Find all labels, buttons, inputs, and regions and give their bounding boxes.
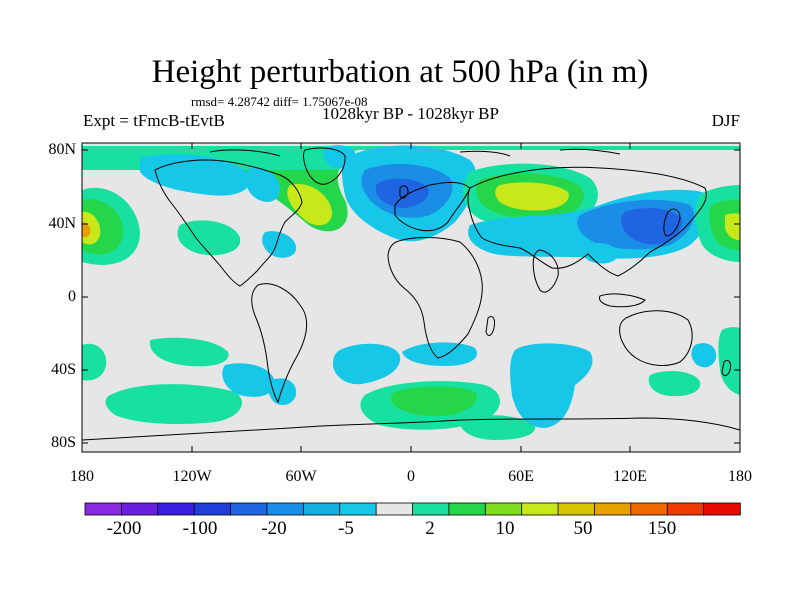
anomaly-north-pacific-east-core: [725, 213, 740, 240]
colorbar-label: -100: [182, 518, 218, 539]
anomaly-south-america-negative: [268, 378, 297, 406]
coastline-europe: [394, 181, 471, 232]
map-title: Height perturbation at 500 hPa (in m): [151, 54, 649, 90]
coastline-japan: [663, 208, 681, 237]
lon-label-180w: 180: [70, 468, 94, 485]
coastline-madagascar: [485, 315, 495, 336]
longitude-ticks: [81, 143, 631, 452]
coastline-australia: [619, 310, 693, 366]
coastline-asia: [467, 166, 707, 277]
colorbar-swatch: [412, 502, 450, 516]
colorbar-swatch: [157, 502, 195, 516]
coastline-india: [532, 249, 559, 293]
anomaly-australia-south-positive: [648, 370, 701, 397]
colorbar-label: 10: [495, 518, 515, 539]
colorbar-label: -5: [338, 518, 354, 539]
colorbar-swatch: [557, 502, 596, 516]
colorbar-swatch: [84, 502, 123, 516]
stats-line: rmsd= 4.28742 diff= 1.75067e-08: [191, 94, 368, 109]
coastline-new-zealand: [721, 359, 731, 377]
lon-label-60w: 60W: [285, 468, 317, 485]
colorbar-swatch: [666, 502, 705, 516]
colorbar-swatch: [484, 502, 523, 516]
colorbar-swatch: [339, 502, 377, 516]
anomaly-europe-negative-core: [375, 178, 429, 208]
anomaly-south-pacific-band: [105, 384, 243, 424]
lat-label-80s: 80S: [51, 434, 76, 451]
colorbar-swatch: [230, 502, 268, 516]
lat-label-0: 0: [68, 288, 76, 305]
anomaly-pacific-south-negative: [691, 343, 717, 368]
lon-label-180e: 180: [728, 468, 752, 485]
latitude-ticks: [82, 149, 740, 444]
anomaly-pacific-east-positive: [177, 220, 241, 256]
anomaly-canada-strong: [287, 184, 333, 226]
colorbar: [84, 502, 741, 516]
anomaly-north-america-negative: [246, 167, 280, 202]
anomaly-south-pacific-positive: [149, 337, 229, 367]
colorbar-label: 2: [425, 518, 435, 539]
anomaly-east-us-negative: [262, 231, 297, 258]
experiment-label: Expt = tFmcB-tEvtB: [83, 111, 225, 130]
anomaly-pacific-west-max: [82, 222, 91, 238]
coastline-south-america: [251, 283, 308, 404]
lon-label-120e: 120E: [613, 468, 647, 485]
colorbar-label: 50: [573, 518, 593, 539]
colorbar-label: -200: [106, 518, 142, 539]
coastlines: [82, 147, 740, 441]
anomaly-indian-ocean-positive: [459, 415, 536, 440]
colorbar-swatch: [521, 502, 559, 516]
coastline-africa: [387, 237, 483, 359]
lat-label-40n: 40N: [48, 215, 76, 232]
colorbar-swatch: [120, 502, 159, 516]
coastline-indonesia: [599, 293, 646, 308]
colorbar-swatch: [594, 502, 632, 516]
season-label: DJF: [711, 111, 740, 130]
colorbar-swatch: [302, 502, 341, 516]
lat-label-40s: 40S: [51, 361, 76, 378]
anomaly-southern-ocean-positive-mid: [390, 386, 478, 416]
coastline-north-america: [154, 159, 303, 287]
period-label: 1028kyr BP - 1028kyr BP: [322, 104, 499, 123]
lon-label-60e: 60E: [508, 468, 534, 485]
anomaly-siberia-positive-core: [495, 182, 569, 211]
anomaly-indian-ocean-negative: [510, 343, 593, 428]
anomaly-south-pacific-west-positive: [82, 343, 107, 381]
colorbar-swatch: [703, 502, 741, 516]
colorbar-swatch: [375, 502, 414, 516]
colorbar-swatch: [193, 502, 232, 516]
lon-label-120w: 120W: [172, 468, 212, 485]
anomaly-south-africa-negative: [402, 342, 477, 366]
coastline-greenland: [303, 147, 346, 185]
anomaly-south-atlantic-negative: [333, 343, 401, 385]
coastline-arctic-islands: [209, 148, 621, 157]
lat-label-80n: 80N: [48, 141, 76, 158]
coastline-uk: [399, 185, 409, 199]
anomaly-south-pacific-negative: [222, 363, 276, 397]
anomaly-east-asia-negative-core: [621, 208, 683, 245]
colorbar-label: 150: [647, 518, 677, 539]
anomaly-greenland-negative: [323, 145, 355, 169]
colorbar-swatch: [448, 502, 486, 516]
anomaly-india-negative: [582, 243, 619, 264]
colorbar-swatch: [266, 502, 305, 516]
coastline-antarctica: [82, 417, 740, 441]
colorbar-swatch: [630, 502, 668, 516]
lon-label-0: 0: [407, 468, 415, 485]
colorbar-label: -20: [261, 518, 287, 539]
